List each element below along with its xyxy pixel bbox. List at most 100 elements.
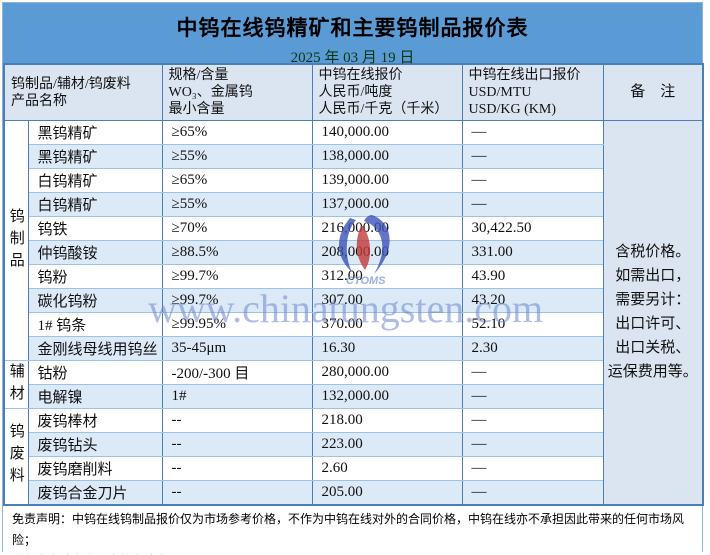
cny-price: 208,000.00 — [311, 240, 463, 265]
disclaimer-line2-prefix: 详细内容请参考：中钨在线官网 — [12, 554, 183, 555]
spec-value: ≥88.5% — [161, 240, 313, 265]
table-row: 废钨钻头 -- 223.00 — — [4, 432, 703, 457]
col-header-cny-price: 中钨在线报价 人民币/吨度 人民币/千克（千米） — [311, 63, 463, 121]
spec-value: -- — [161, 480, 313, 505]
link-separator: ， — [397, 554, 409, 555]
usd-price: — — [461, 168, 604, 193]
usd-price: 43.90 — [461, 264, 604, 289]
product-name: 1# 钨条 — [27, 312, 163, 337]
product-name: 废钨磨削料 — [27, 456, 163, 481]
product-name: 钨粉 — [27, 264, 163, 289]
usd-price: 331.00 — [461, 240, 604, 265]
spec-value: -200/-300 目 — [161, 360, 313, 385]
cny-price: 132,000.00 — [311, 384, 463, 409]
spec-value: ≥55% — [161, 192, 313, 217]
sentence-end: 。 — [527, 554, 539, 555]
cny-price: 139,000.00 — [311, 168, 463, 193]
cny-price: 16.30 — [311, 336, 463, 361]
cny-price: 205.00 — [311, 480, 463, 505]
product-name: 白钨精矿 — [27, 192, 163, 217]
usd-price: — — [461, 192, 604, 217]
title-bar: 中钨在线钨精矿和主要钨制品报价表 2025 年 03 月 19 日 — [3, 3, 702, 66]
table-row: 废钨磨削料 -- 2.60 — — [4, 456, 703, 481]
spec-value: 1# — [161, 384, 313, 409]
spec-value: -- — [161, 432, 313, 457]
group-label: 辅材 — [7, 362, 24, 407]
link-ctia[interactable]: www.ctia.com.cn — [313, 554, 397, 555]
col-header-product: 钨制品/辅材/钨废料 产品名称 — [3, 63, 163, 121]
spec-value: -- — [161, 456, 313, 481]
usd-price: — — [461, 120, 604, 145]
remark-cell: 含税价格。 如需出口， 需要另计： 出口许可、 出口关税、 运保费用等。 — [602, 120, 704, 505]
cny-price: 223.00 — [311, 432, 463, 457]
header-row: 钨制品/辅材/钨废料 产品名称 规格/含量 WO₃、金属钨 最小含量 中钨在线报… — [3, 63, 704, 121]
cny-price: 2.60 — [311, 456, 463, 481]
spec-value: ≥99.95% — [161, 312, 313, 337]
spec-value: ≥55% — [161, 144, 313, 169]
table-row: 钨铁 ≥70% 216,000.00 30,422.50 — [4, 216, 703, 241]
usd-price: 52.10 — [461, 312, 604, 337]
cny-price: 140,000.00 — [311, 120, 463, 145]
product-name: 碳化钨粉 — [27, 288, 163, 313]
report-date: 2025 年 03 月 19 日 — [290, 50, 415, 66]
page-title: 中钨在线钨精矿和主要钨制品报价表 — [176, 17, 529, 40]
table-row: 金刚线母线用钨丝 35-45μm 16.30 2.30 — [4, 336, 703, 361]
product-name: 废钨钻头 — [27, 432, 163, 457]
cny-price: 312.00 — [311, 264, 463, 289]
group-cell-auxiliary-materials: 辅材 — [3, 360, 29, 409]
table-row: 废钨合金刀片 -- 205.00 — — [4, 480, 703, 505]
link-separator: ， — [301, 554, 313, 555]
disclaimer-line1: 免责声明：中钨在线钨制品报价仅为市场参考价格，不作为中钨在线对外的合同价格，中钨… — [12, 511, 685, 547]
usd-price: — — [461, 456, 604, 481]
spec-value: ≥99.7% — [161, 264, 313, 289]
product-name: 仲钨酸铵 — [27, 240, 163, 265]
group-label: 钨废料 — [7, 423, 24, 490]
table-row: 钨制品 黑钨精矿 ≥65% 140,000.00 — 含税价格。 如需出口， 需… — [3, 120, 704, 505]
spec-value: ≥65% — [161, 120, 313, 145]
col-header-spec: 规格/含量 WO₃、金属钨 最小含量 — [161, 63, 313, 121]
product-name: 黑钨精矿 — [27, 144, 163, 169]
table-row: 黑钨精矿 ≥55% 138,000.00 — — [4, 144, 703, 169]
table-row: 辅材 钴粉 -200/-300 目 280,000.00 — — [3, 360, 703, 409]
price-table: 钨制品/辅材/钨废料 产品名称 规格/含量 WO₃、金属钨 最小含量 中钨在线报… — [3, 63, 704, 506]
link-news-chinatungsten[interactable]: news.chinatungsten.com — [183, 554, 301, 555]
spec-value: ≥70% — [161, 216, 313, 241]
product-name: 钴粉 — [27, 360, 163, 385]
cny-price: 218.00 — [311, 408, 463, 433]
product-name: 金刚线母线用钨丝 — [27, 336, 163, 361]
product-name: 电解镍 — [27, 384, 163, 409]
cny-price: 370.00 — [311, 312, 463, 337]
usd-price: — — [461, 432, 604, 457]
usd-price: — — [461, 480, 604, 505]
spec-value: ≥65% — [161, 168, 313, 193]
group-cell-tungsten-products: 钨制品 — [3, 120, 29, 361]
spec-value: 35-45μm — [161, 336, 313, 361]
disclaimer: 免责声明：中钨在线钨制品报价仅为市场参考价格，不作为中钨在线对外的合同价格，中钨… — [3, 505, 702, 555]
cny-price: 138,000.00 — [311, 144, 463, 169]
table-row: 仲钨酸铵 ≥88.5% 208,000.00 331.00 — [4, 240, 703, 265]
product-name: 废钨棒材 — [27, 408, 163, 433]
usd-price: — — [461, 384, 604, 409]
table-row: 白钨精矿 ≥65% 139,000.00 — — [4, 168, 703, 193]
col-header-remark: 备 注 — [602, 63, 704, 121]
table-row: 碳化钨粉 ≥99.7% 307.00 43.20 — [4, 288, 703, 313]
cny-price: 280,000.00 — [311, 360, 463, 385]
link-chinatungsten[interactable]: www.chinatungsten.com — [409, 554, 528, 555]
usd-price: — — [461, 408, 604, 433]
usd-price: 30,422.50 — [461, 216, 604, 241]
group-cell-tungsten-scrap: 钨废料 — [3, 408, 29, 505]
group-label: 钨制品 — [7, 207, 24, 274]
product-name: 黑钨精矿 — [27, 120, 163, 145]
usd-price: — — [461, 144, 604, 169]
table-row: 钨粉 ≥99.7% 312.00 43.90 — [4, 264, 703, 289]
disclaimer-line2: 详细内容请参考：中钨在线官网 news.chinatungsten.com，ww… — [12, 551, 693, 555]
usd-price: 2.30 — [461, 336, 604, 361]
spec-value: ≥99.7% — [161, 288, 313, 313]
table-row: 白钨精矿 ≥55% 137,000.00 — — [4, 192, 703, 217]
col-header-export-price: 中钨在线出口报价 USD/MTU USD/KG (KM) — [461, 63, 604, 121]
product-name: 白钨精矿 — [27, 168, 163, 193]
cny-price: 216,000.00 — [311, 216, 463, 241]
cny-price: 137,000.00 — [311, 192, 463, 217]
